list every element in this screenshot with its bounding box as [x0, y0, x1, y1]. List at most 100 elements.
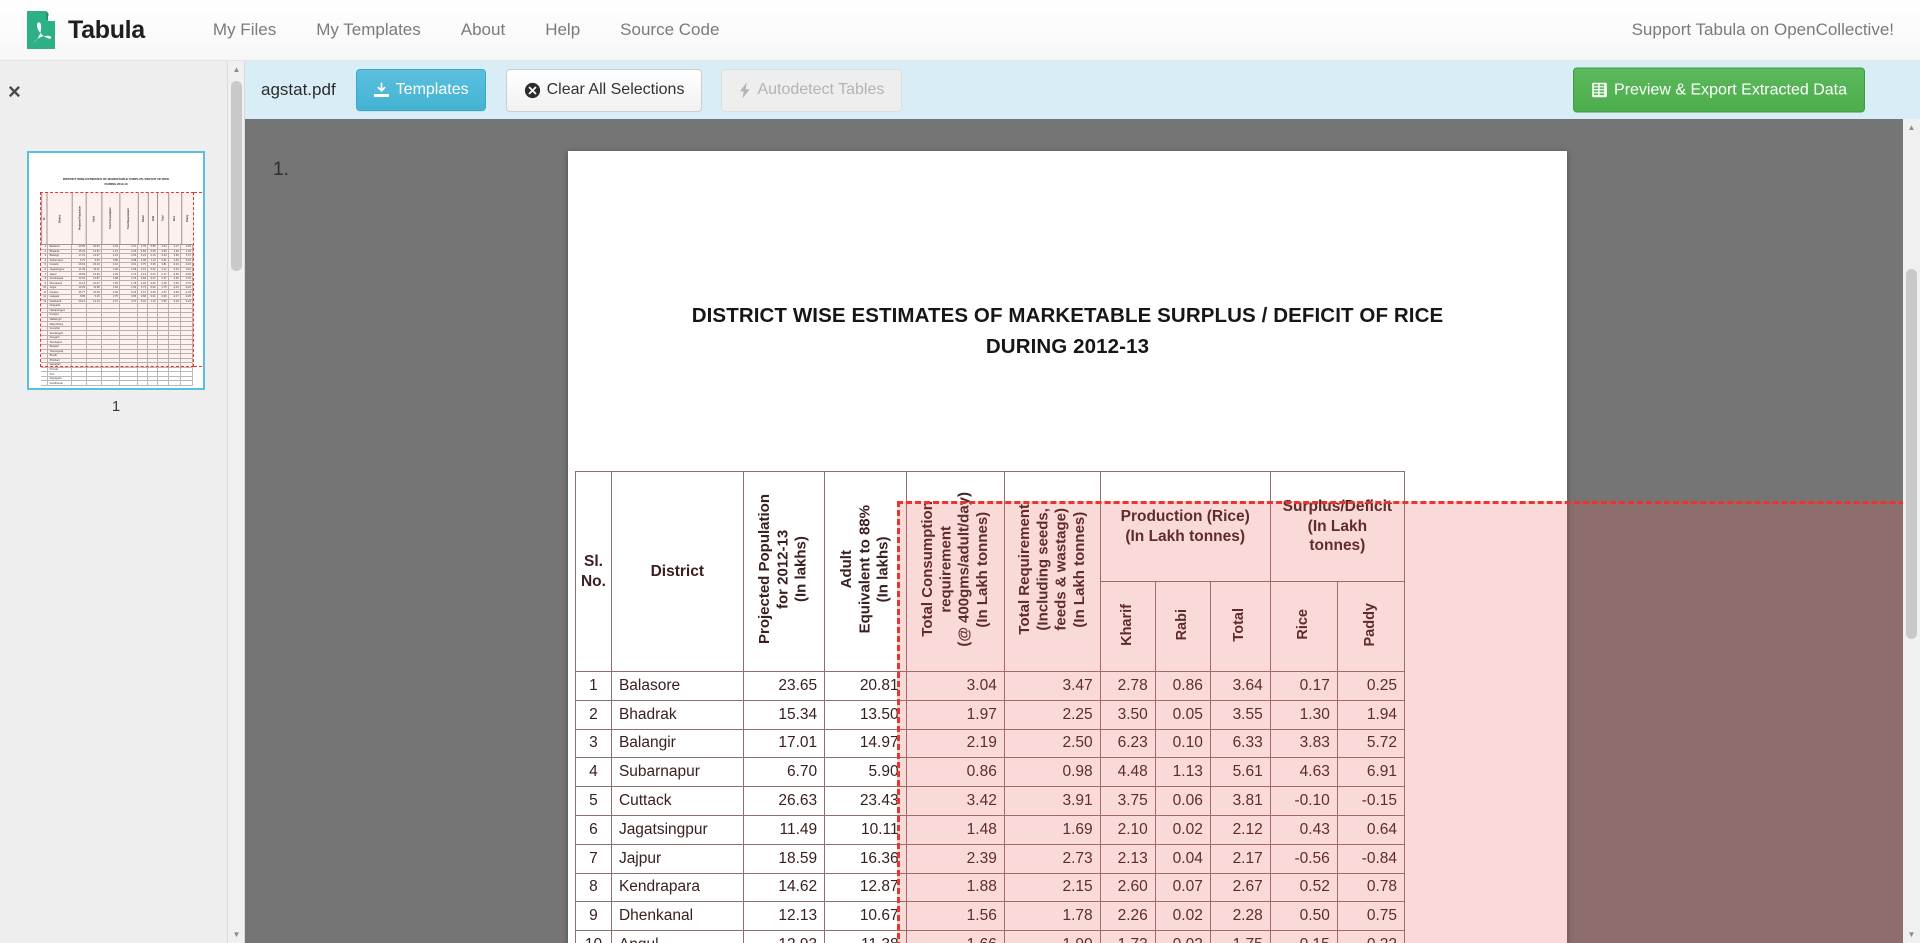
table-cell: 0.75	[1336, 901, 1406, 932]
table-cell: 12.93	[742, 930, 826, 943]
table-cell: 3.75	[1099, 786, 1156, 816]
table-cell: 9	[575, 901, 612, 932]
table-cell: 15.34	[742, 699, 826, 730]
table-cell: 11.49	[742, 814, 826, 845]
viewer-scroll-down-icon[interactable]: ▼	[1903, 926, 1920, 943]
table-cell: 17.01	[742, 728, 826, 759]
thumbnail-page-number: 1	[111, 398, 121, 415]
templates-button-label: Templates	[395, 80, 469, 98]
column-header: Paddy	[1336, 581, 1406, 672]
extracted-data-table: Sl. No. District Projected Population for …	[575, 471, 1406, 943]
thumbnail-title: DISTRICT WISE ESTIMATES OF MARKETABLE SU…	[62, 177, 170, 186]
table-cell: Subarnapur	[610, 757, 744, 788]
page-index-label: 1.	[273, 159, 289, 180]
table-cell: 0.86	[905, 757, 1005, 788]
table-header-row-1: Sl. No. District Projected Population for …	[575, 471, 1406, 672]
preview-export-button[interactable]: Preview & Export Extracted Data	[1573, 67, 1865, 113]
thumbnail-table: Sl. District Projected Population Adult Tota…	[41, 193, 193, 386]
nav-link-help[interactable]: Help	[545, 20, 581, 39]
table-cell: Balasore	[610, 671, 744, 701]
table-cell: 0.02	[1154, 814, 1211, 845]
table-cell: -0.22	[1336, 930, 1406, 943]
table-cell: 1	[575, 671, 612, 701]
main-layout: × DISTRICT WISE ESTIMATES OF MARKETABLE …	[0, 61, 1920, 943]
nav-link-about[interactable]: About	[460, 20, 506, 39]
thumbnail-wrapper[interactable]: DISTRICT WISE ESTIMATES OF MARKETABLE SU…	[27, 151, 205, 415]
nav-link-my-templates[interactable]: My Templates	[316, 20, 421, 39]
table-cell: 2.28	[1209, 901, 1271, 932]
table-cell: 8	[575, 872, 612, 903]
support-opencollective-link[interactable]: Support Tabula on OpenCollective!	[1631, 20, 1894, 39]
table-cell: 16.36	[824, 843, 907, 874]
table-cell: 0.43	[1269, 814, 1338, 845]
sidebar-scroll-up-icon[interactable]: ▲	[228, 61, 244, 78]
brand[interactable]: Tabula	[24, 10, 145, 50]
table-cell: 14.97	[824, 728, 907, 759]
table-cell: 0.52	[1269, 872, 1338, 903]
table-cell: Jajpur	[610, 843, 744, 874]
content-area: agstat.pdf Templates Clear Al	[245, 61, 1920, 943]
table-cell: 5.72	[1336, 728, 1406, 759]
file-name-label: agstat.pdf	[261, 80, 336, 99]
autodetect-tables-button[interactable]: Autodetect Tables	[721, 68, 903, 112]
lightning-bolt-icon	[739, 82, 751, 99]
table-cell: 2.19	[905, 728, 1005, 759]
table-cell: 6.91	[1336, 757, 1406, 788]
table-cell: -0.15	[1269, 930, 1338, 943]
table-cell: -0.56	[1269, 843, 1338, 874]
table-cell: 1.48	[905, 814, 1005, 845]
sidebar-scroll-down-icon[interactable]: ▼	[228, 926, 244, 943]
table-cell: Dhenkanal	[610, 901, 744, 932]
column-header: Sl. No.	[575, 471, 612, 672]
viewer-scrollbar-thumb[interactable]	[1906, 269, 1917, 639]
templates-button[interactable]: Templates	[355, 68, 486, 112]
viewer-scrollbar[interactable]: ▲ ▼	[1903, 119, 1920, 943]
table-cell: 10.11	[824, 814, 907, 845]
column-group-header: Surplus/Deficit (In Lakh tonnes)	[1269, 471, 1406, 582]
table-cell: 3.04	[905, 671, 1005, 701]
table-cell: 3.81	[1209, 786, 1271, 816]
brand-name: Tabula	[68, 15, 145, 44]
table-cell: 2.39	[905, 843, 1005, 874]
column-header: Projected Population for 2012-13 (In lak…	[742, 471, 826, 672]
column-header: Adult Equivalent to 88% (In lakhs)	[824, 471, 907, 672]
table-cell: 0.78	[1336, 872, 1406, 903]
table-cell: 4.63	[1269, 757, 1338, 788]
column-header: Rice	[1269, 581, 1338, 672]
table-cell: 18.59	[742, 843, 826, 874]
table-cell: 3.47	[1003, 671, 1101, 701]
table-row: 10Angul12.9311.381.661.901.730.021.75-0.…	[575, 930, 1406, 943]
table-cell: 4.48	[1099, 757, 1156, 788]
table-cell: 1.30	[1269, 699, 1338, 730]
column-header: Total Consumption requirement (@ 400gms/…	[905, 471, 1005, 672]
table-cell: 0.07	[1154, 872, 1211, 903]
table-cell: 6	[575, 814, 612, 845]
table-row: 2 Bhadrak 15.34 13.50 1.97 2.25 3.50 0.05 3.55 1.…	[575, 699, 1406, 730]
column-header: District	[610, 471, 744, 672]
nav-links: My Files My Templates About Help Source …	[193, 10, 739, 50]
table-row: 8 Kendrapara 14.62 12.87 1.88 2.15 2.60 0.07 2.6…	[575, 872, 1406, 903]
table-cell: 2.15	[1003, 872, 1101, 903]
nav-link-source-code[interactable]: Source Code	[620, 20, 720, 39]
sidebar-scrollbar-thumb[interactable]	[231, 81, 242, 271]
table-cell: 0.05	[1154, 699, 1211, 730]
table-cell: 1.94	[1336, 699, 1406, 730]
page-thumbnail-1[interactable]: DISTRICT WISE ESTIMATES OF MARKETABLE SU…	[27, 151, 205, 390]
table-cell: 0.10	[1154, 728, 1211, 759]
close-sidebar-icon[interactable]: ×	[8, 79, 21, 104]
table-cell: 3.91	[1003, 786, 1101, 816]
table-cell: 5.61	[1209, 757, 1271, 788]
table-cell: Jagatsingpur	[610, 814, 744, 845]
nav-link-my-files[interactable]: My Files	[212, 20, 277, 39]
clear-all-selections-button[interactable]: Clear All Selections	[505, 68, 703, 112]
table-cell: Balangir	[610, 728, 744, 759]
viewer-scroll-up-icon[interactable]: ▲	[1903, 119, 1920, 136]
table-cell: 2.60	[1099, 872, 1156, 903]
table-cell: 3.50	[1099, 699, 1156, 730]
pdf-viewer[interactable]: 1. DISTRICT WISE ESTIMATES OF MARKETABLE…	[245, 119, 1920, 943]
table-cell: 6.33	[1209, 728, 1271, 759]
sidebar-scrollbar[interactable]: ▲ ▼	[227, 61, 244, 943]
table-cell: 6.23	[1099, 728, 1156, 759]
tabula-logo-icon	[24, 10, 58, 50]
column-header: Rabi	[1154, 581, 1211, 672]
